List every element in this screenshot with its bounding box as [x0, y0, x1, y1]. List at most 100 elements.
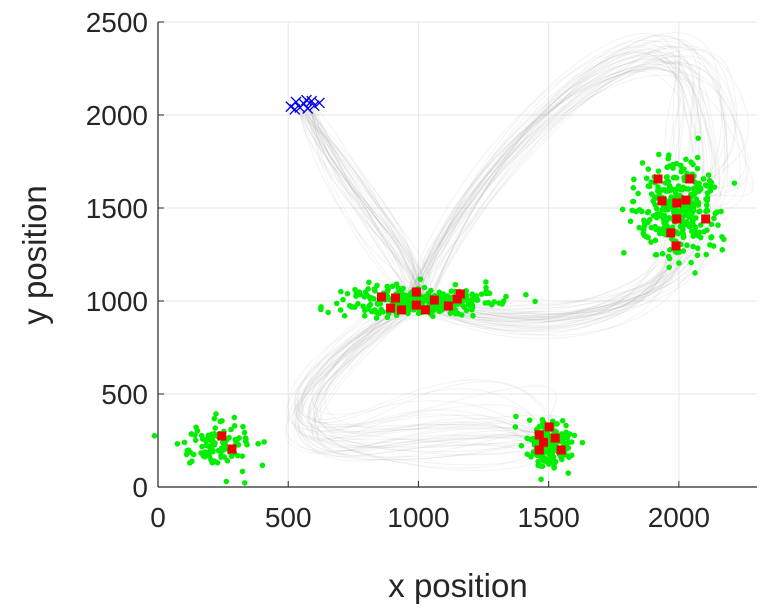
green-point — [190, 451, 197, 458]
green-point — [333, 300, 340, 307]
x-tick-label: 1000 — [387, 502, 449, 533]
trajectory-line — [296, 103, 415, 297]
green-point — [373, 315, 380, 321]
green-point — [546, 444, 553, 451]
green-point — [346, 302, 353, 309]
green-point — [714, 209, 720, 215]
green-point — [421, 284, 428, 291]
blue-crosses — [285, 94, 325, 115]
trajectory-line — [301, 108, 425, 296]
green-point — [208, 445, 215, 451]
green-point — [689, 228, 695, 235]
green-point — [657, 213, 664, 219]
green-point — [693, 196, 700, 203]
green-point — [710, 243, 717, 249]
green-point — [199, 443, 205, 450]
green-point — [540, 457, 546, 464]
trajectory-line — [410, 68, 754, 303]
trajectory-line — [418, 58, 721, 297]
green-point — [231, 423, 238, 429]
green-point — [554, 421, 560, 427]
green-point — [666, 264, 672, 271]
trajectory-line — [310, 104, 407, 297]
trajectory-line — [404, 229, 679, 332]
green-point — [653, 252, 660, 258]
trajectory-line — [406, 62, 702, 293]
green-point — [659, 250, 666, 257]
green-point — [694, 165, 701, 172]
green-point — [352, 286, 358, 293]
green-point — [691, 186, 698, 193]
green-point — [636, 224, 642, 231]
green-point — [697, 234, 704, 241]
green-point — [531, 438, 537, 445]
red-square — [681, 195, 691, 205]
green-point — [367, 296, 374, 302]
green-point — [259, 462, 266, 469]
green-point — [174, 440, 181, 447]
green-point — [467, 302, 473, 309]
green-point — [485, 299, 492, 306]
trajectory-line — [405, 66, 705, 304]
green-point — [344, 290, 351, 297]
green-point — [389, 283, 396, 290]
green-point — [702, 182, 709, 188]
trajectory-line — [312, 99, 412, 296]
green-point — [673, 175, 680, 181]
green-point — [700, 176, 707, 182]
red-square — [672, 198, 682, 208]
green-point — [452, 281, 459, 288]
trajectory-line — [412, 74, 713, 300]
green-point — [627, 218, 634, 225]
green-point — [223, 478, 230, 485]
x-tick-label: 500 — [265, 502, 312, 533]
red-square — [386, 303, 396, 313]
trajectory-line — [292, 300, 543, 449]
green-point — [655, 168, 662, 174]
green-point — [499, 301, 505, 307]
green-point — [666, 255, 673, 262]
trajectory-line — [413, 52, 697, 298]
green-point — [241, 480, 248, 486]
green-point — [684, 242, 690, 249]
green-point — [366, 303, 372, 309]
green-point — [708, 234, 715, 241]
red-square — [443, 301, 453, 311]
trajectory-line — [307, 304, 543, 445]
green-point — [635, 190, 641, 197]
x-tick-label: 1500 — [518, 502, 580, 533]
trajectory-line — [301, 303, 553, 452]
trajectory-line — [308, 98, 411, 299]
green-point — [653, 226, 659, 233]
green-point — [261, 439, 267, 445]
x-tick-label: 2000 — [648, 502, 710, 533]
green-point — [645, 219, 651, 226]
green-point — [692, 270, 698, 276]
green-point — [553, 429, 559, 435]
y-tick-label: 500 — [101, 379, 148, 410]
green-point — [478, 291, 485, 297]
green-point — [371, 286, 378, 292]
trajectory-line — [429, 249, 695, 317]
red-square — [666, 228, 676, 238]
trajectory-line — [299, 107, 425, 296]
green-point — [668, 236, 675, 242]
red-square — [671, 241, 681, 251]
green-point — [239, 468, 246, 475]
trajectory-line — [431, 226, 681, 322]
green-point — [365, 286, 371, 292]
green-point — [203, 438, 209, 444]
trajectory-line — [301, 306, 557, 438]
trajectory-line — [410, 254, 672, 318]
green-point — [202, 451, 208, 458]
green-point — [458, 312, 465, 318]
trajectory-line — [305, 106, 408, 297]
trajectory-line — [309, 309, 559, 443]
green-point — [688, 159, 694, 166]
red-square — [455, 289, 465, 299]
red-square — [544, 422, 554, 432]
green-point — [563, 422, 569, 429]
red-square — [227, 444, 237, 454]
trajectory-line — [312, 106, 426, 299]
green-point — [697, 186, 704, 193]
